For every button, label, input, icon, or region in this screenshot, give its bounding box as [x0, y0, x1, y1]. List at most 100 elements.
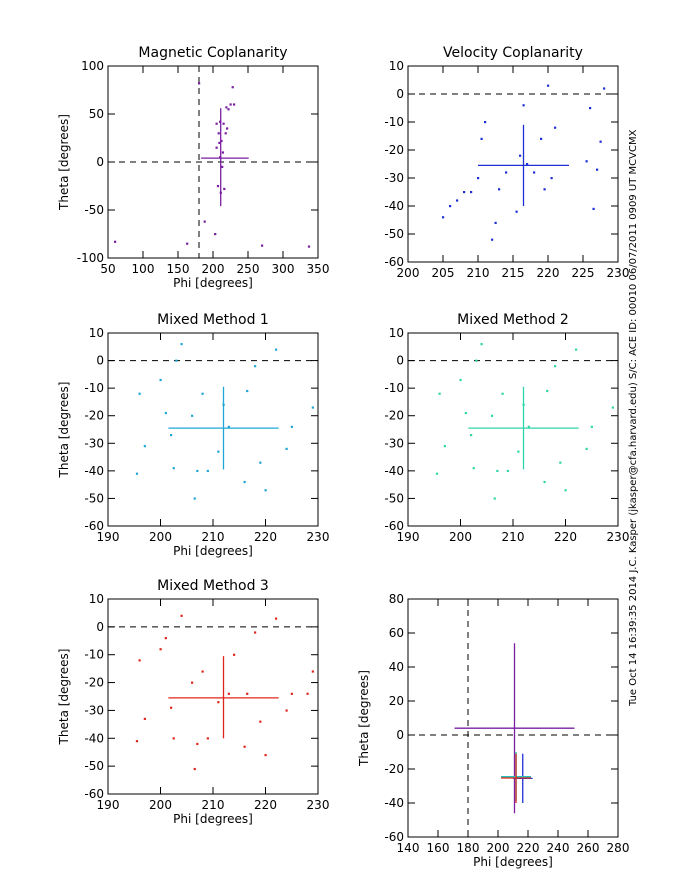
- y-tick-label: -40: [384, 464, 404, 478]
- y-tick-label: 0: [96, 354, 104, 368]
- data-point: [203, 220, 206, 223]
- data-point: [229, 103, 232, 106]
- x-tick-label: 230: [307, 798, 330, 812]
- data-point: [599, 140, 602, 143]
- data-point: [159, 378, 162, 382]
- y-tick-label: 20: [389, 694, 404, 708]
- data-point: [226, 127, 229, 130]
- data-point: [227, 692, 230, 695]
- plot-frame: [407, 598, 619, 838]
- y-axis-label: Theta [degrees]: [57, 114, 71, 211]
- y-tick-label: -20: [384, 409, 404, 423]
- data-point: [506, 469, 509, 473]
- chart-p3: 190 200 210 220 230 -60 -50 -40 -30 -20 -10 0 10 Mixe…: [57, 312, 329, 558]
- data-point: [159, 648, 162, 651]
- data-point: [554, 126, 557, 129]
- plot-frame: [107, 598, 319, 795]
- x-tick-label: 150: [167, 262, 190, 276]
- y-tick-label: -30: [84, 436, 104, 450]
- chart-title: Magnetic Coplanarity: [138, 45, 287, 61]
- data-point: [505, 171, 508, 174]
- y-tick-label: -50: [384, 491, 404, 505]
- plot-frame: [407, 332, 619, 527]
- y-tick-label: 0: [396, 354, 404, 368]
- data-point: [550, 177, 553, 180]
- data-point: [264, 754, 267, 757]
- y-tick-label: 0: [96, 620, 104, 634]
- y-tick-label: 10: [389, 326, 404, 340]
- data-point: [464, 411, 467, 415]
- y-tick-label: -10: [84, 648, 104, 662]
- x-axis-label: Phi [degrees]: [173, 812, 253, 826]
- data-point: [143, 445, 146, 448]
- data-point: [222, 122, 225, 125]
- data-point: [275, 348, 278, 351]
- x-tick-label: 200: [397, 266, 420, 280]
- data-point: [217, 450, 220, 453]
- data-point: [470, 434, 473, 437]
- data-point: [522, 104, 525, 107]
- y-tick-label: -100: [77, 251, 104, 265]
- data-point: [611, 406, 614, 409]
- data-point: [484, 121, 487, 124]
- y-tick-label: 10: [89, 592, 104, 606]
- data-point: [494, 221, 497, 224]
- x-tick-label: 200: [202, 262, 225, 276]
- data-point: [243, 745, 246, 748]
- data-point: [191, 414, 194, 417]
- y-axis-label: Theta [degrees]: [57, 649, 71, 746]
- x-tick-label: 220: [537, 266, 560, 280]
- data-point: [172, 467, 175, 470]
- x-axis-label: Phi [degrees]: [473, 855, 553, 869]
- data-point: [196, 469, 199, 473]
- data-point: [306, 692, 309, 695]
- data-point: [589, 107, 592, 110]
- data-point: [114, 240, 117, 243]
- y-tick-label: -60: [84, 787, 104, 801]
- plot-frame: [407, 65, 619, 263]
- x-tick-label: 160: [427, 841, 450, 855]
- data-point: [546, 389, 549, 393]
- data-point: [138, 659, 141, 662]
- x-tick-label: 215: [502, 266, 525, 280]
- x-tick-label: 220: [554, 530, 577, 544]
- data-point: [135, 472, 139, 475]
- y-tick-label: -60: [84, 519, 104, 533]
- data-point: [290, 692, 293, 695]
- x-tick-label: 220: [254, 798, 277, 812]
- x-tick-label: 220: [517, 841, 540, 855]
- data-point: [438, 392, 441, 395]
- data-point: [214, 233, 217, 236]
- data-point: [215, 146, 218, 149]
- data-point: [456, 199, 459, 202]
- chart-title: Mixed Method 2: [457, 312, 569, 328]
- data-point: [201, 392, 204, 395]
- data-point: [543, 480, 546, 484]
- data-point: [217, 701, 220, 704]
- y-tick-label: -10: [384, 115, 404, 129]
- data-point: [475, 359, 478, 362]
- data-point: [196, 742, 199, 746]
- data-point: [206, 737, 209, 740]
- data-point: [243, 480, 246, 484]
- data-point: [435, 472, 439, 475]
- y-tick-label: -30: [384, 436, 404, 450]
- x-tick-label: 200: [149, 798, 172, 812]
- x-tick-label: 50: [100, 262, 115, 276]
- y-tick-label: -20: [84, 409, 104, 423]
- y-tick-label: 40: [389, 660, 404, 674]
- data-point: [193, 767, 196, 771]
- x-axis-label: Phi [degrees]: [173, 276, 253, 290]
- x-tick-label: 210: [467, 266, 490, 280]
- y-tick-label: -40: [384, 199, 404, 213]
- data-point: [585, 160, 588, 163]
- data-point: [220, 139, 223, 143]
- data-point: [233, 653, 236, 656]
- data-point: [223, 187, 226, 191]
- data-point: [496, 469, 499, 473]
- data-point: [592, 207, 595, 210]
- data-point: [191, 681, 194, 684]
- data-point: [221, 151, 224, 154]
- data-point: [585, 447, 588, 450]
- y-tick-label: -30: [384, 171, 404, 185]
